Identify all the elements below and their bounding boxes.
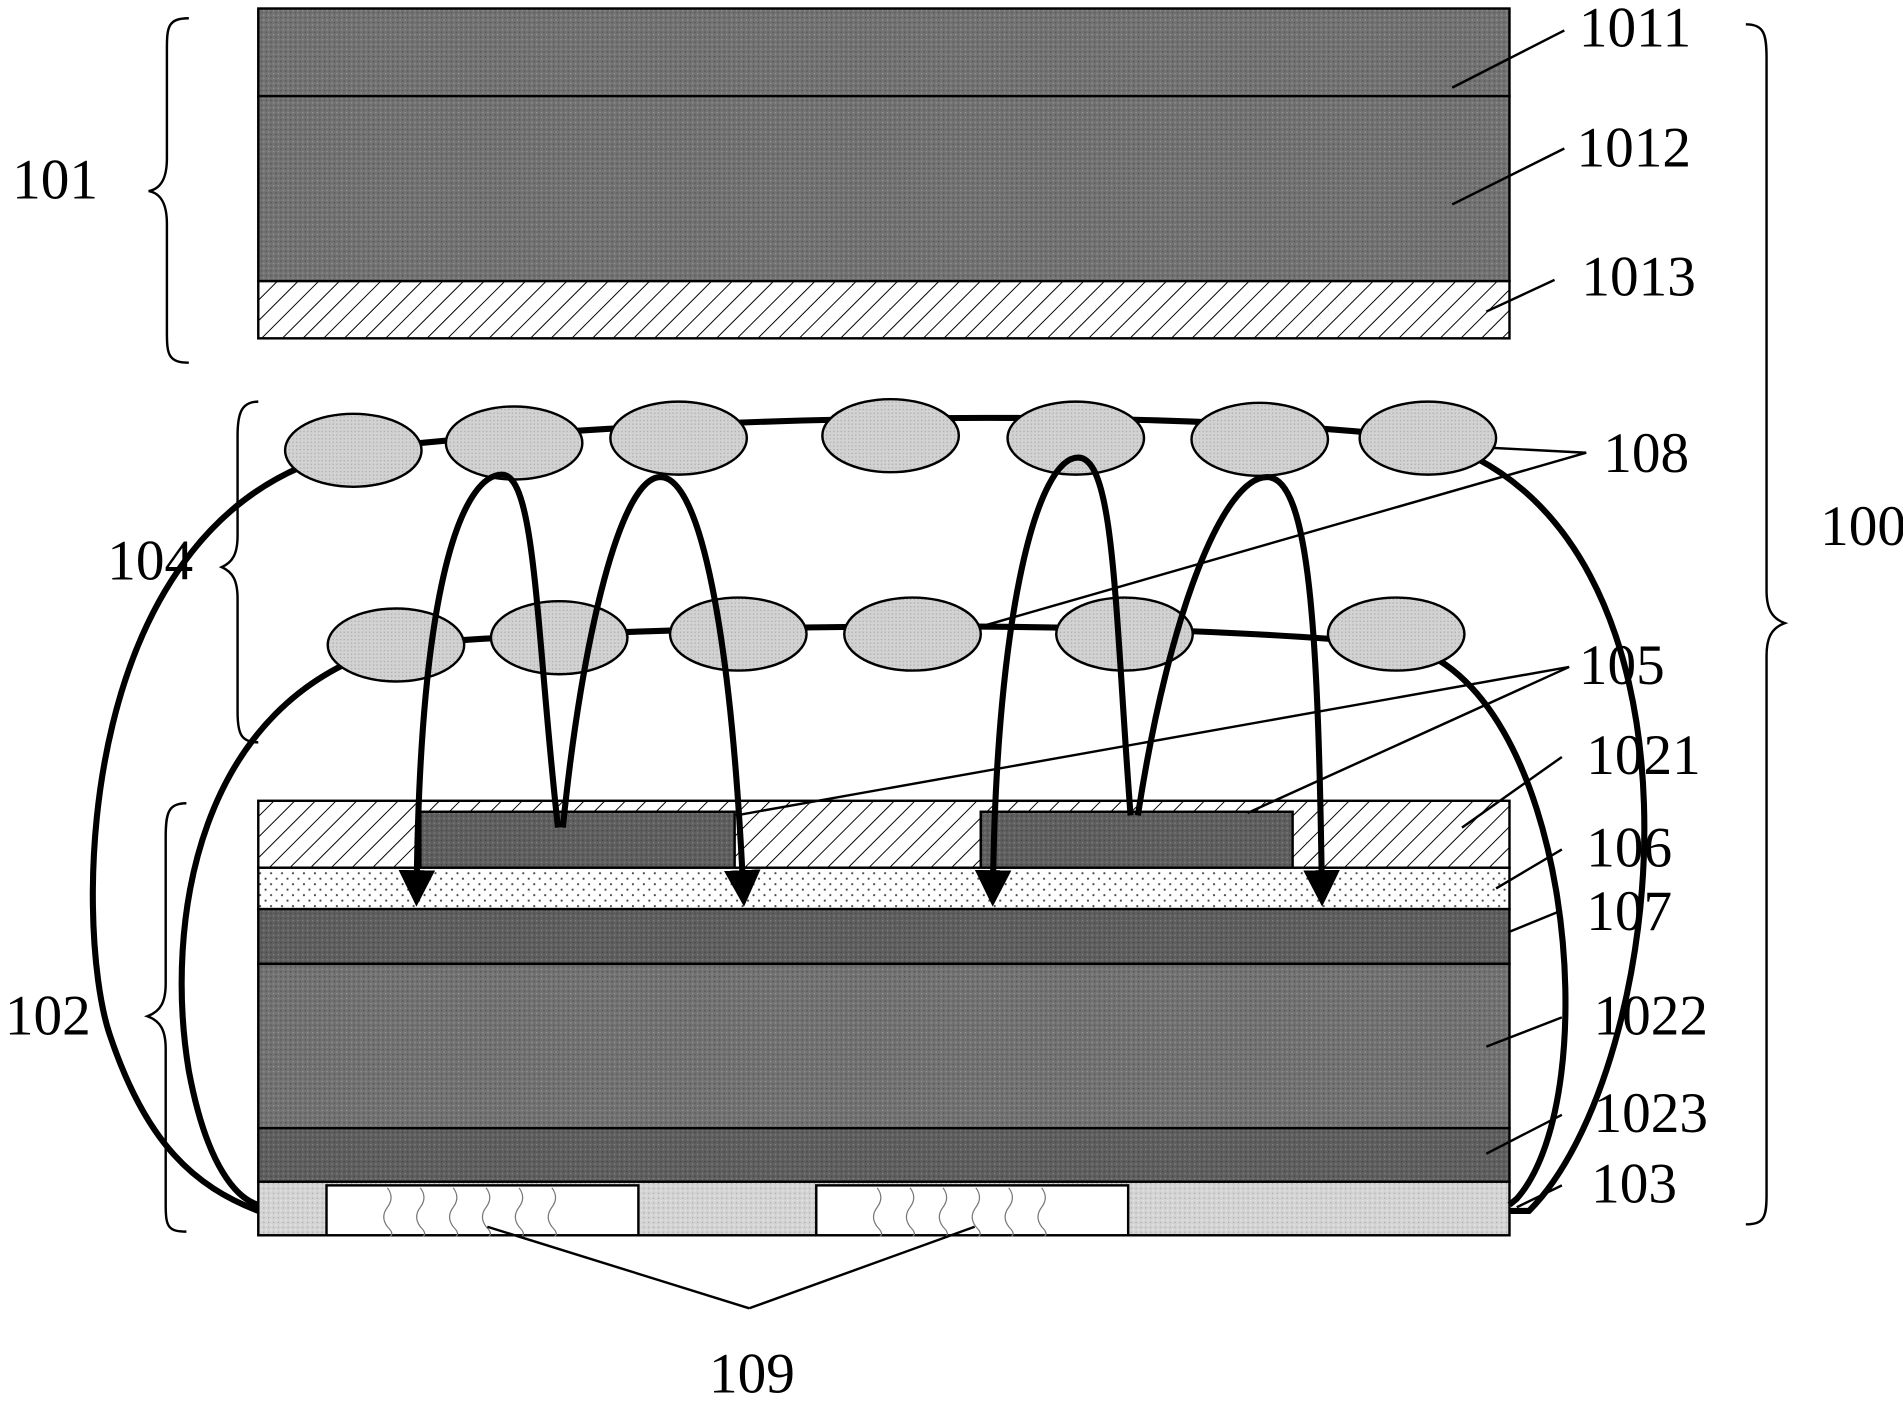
electrode-105-right xyxy=(979,810,1294,869)
layer-1012 xyxy=(257,94,1511,283)
label-108: 108 xyxy=(1603,422,1689,485)
label-102: 102 xyxy=(5,984,91,1047)
particle-upper-4 xyxy=(821,397,961,474)
layer-1011 xyxy=(257,7,1511,98)
label-1021: 1021 xyxy=(1586,724,1700,787)
leader-1021 xyxy=(1461,755,1563,829)
leader-106 xyxy=(1495,848,1563,890)
brace-100 xyxy=(1745,23,1789,1226)
label-1013: 1013 xyxy=(1581,246,1695,309)
particle-upper-2 xyxy=(444,405,584,481)
label-105: 105 xyxy=(1579,634,1665,697)
particle-upper-3 xyxy=(609,400,749,476)
label-1023: 1023 xyxy=(1594,1082,1708,1145)
brace-101 xyxy=(148,17,189,364)
leader-103 xyxy=(1516,1184,1563,1209)
upper-substrate-101 xyxy=(257,7,1511,340)
window-squiggles xyxy=(383,1187,1047,1238)
label-101: 101 xyxy=(12,148,98,211)
particle-upper-5 xyxy=(1006,400,1146,476)
brace-104 xyxy=(218,400,259,744)
layer-106 xyxy=(257,866,1511,911)
electrode-105-left xyxy=(419,810,736,869)
field-arc-2 xyxy=(559,474,761,907)
layer-107 xyxy=(257,907,1511,966)
leader-1012 xyxy=(1451,147,1565,206)
braces xyxy=(143,17,1789,1233)
leader-105-a xyxy=(735,665,1570,817)
lc-particles-108 xyxy=(283,397,1498,683)
leader-1011 xyxy=(1451,29,1565,89)
label-107: 107 xyxy=(1586,880,1672,943)
particle-upper-6 xyxy=(1190,401,1330,478)
inner-field-arrows xyxy=(398,454,1340,907)
label-106: 106 xyxy=(1586,817,1672,880)
brace-102 xyxy=(143,802,187,1233)
particle-upper-1 xyxy=(283,412,423,489)
particle-lower-1 xyxy=(326,607,466,683)
particle-lower-3 xyxy=(668,596,808,672)
particle-lower-2 xyxy=(489,599,629,676)
leader-lines xyxy=(486,29,1587,1310)
particle-lower-4 xyxy=(843,596,982,672)
particle-upper-7 xyxy=(1358,400,1498,476)
leader-1022 xyxy=(1485,1016,1563,1048)
particle-lower-6 xyxy=(1326,596,1466,672)
label-1011: 1011 xyxy=(1579,0,1691,59)
field-arc-4 xyxy=(1134,474,1340,907)
leader-105-b xyxy=(1247,665,1570,815)
label-1012: 1012 xyxy=(1576,117,1690,180)
layer-1023 xyxy=(257,1126,1511,1183)
field-loop-outer-left xyxy=(89,447,354,1214)
layer-1013 xyxy=(257,279,1511,340)
leader-1023 xyxy=(1485,1113,1563,1155)
label-100: 100 xyxy=(1820,495,1903,558)
leader-108-a xyxy=(1492,446,1587,454)
leader-107 xyxy=(1507,909,1563,934)
reference-numerals: 1011 1012 1013 101 108 100 104 105 1021 … xyxy=(5,0,1903,1402)
field-arc-3 xyxy=(974,454,1134,907)
leader-1013 xyxy=(1485,278,1556,313)
label-1022: 1022 xyxy=(1594,984,1708,1047)
particle-lower-5 xyxy=(1055,596,1194,672)
label-103: 103 xyxy=(1591,1152,1677,1215)
window-109-left xyxy=(325,1184,640,1237)
leader-109-a xyxy=(486,1225,750,1310)
layer-1022 xyxy=(257,962,1511,1130)
lower-substrate-102 xyxy=(257,799,1511,1238)
field-loop-inner-left xyxy=(178,642,397,1208)
label-109: 109 xyxy=(709,1342,795,1402)
field-arc-1 xyxy=(398,471,562,907)
field-loop-outer-right xyxy=(1424,435,1648,1214)
leader-108-b xyxy=(984,451,1587,627)
label-104: 104 xyxy=(107,529,193,592)
leader-109-b xyxy=(748,1225,976,1310)
